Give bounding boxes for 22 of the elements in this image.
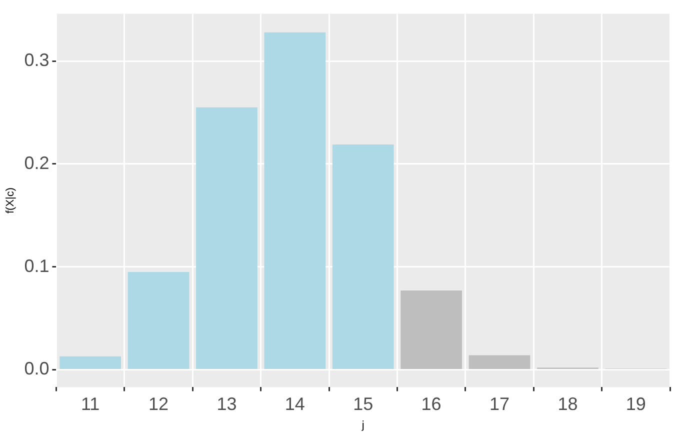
bar [128, 272, 190, 369]
x-tick-label: 15 [353, 394, 374, 414]
x-tick-label: 13 [216, 394, 237, 414]
y-tick-label: 0.1 [24, 256, 50, 276]
bar [400, 290, 462, 369]
x-tick-label: 12 [148, 394, 169, 414]
x-tick-label: 17 [489, 394, 510, 414]
bar [196, 107, 258, 369]
x-tick-label: 11 [80, 394, 100, 414]
x-tick-label: 19 [626, 394, 646, 414]
y-tick-label: 0.0 [24, 358, 50, 379]
bar [60, 356, 122, 369]
bar [332, 144, 394, 369]
y-axis-title: f(X|c) [4, 187, 17, 214]
bar [468, 355, 530, 369]
x-axis-title: j [360, 419, 364, 432]
x-tick-label: 16 [421, 394, 442, 414]
y-tick-label: 0.3 [24, 50, 50, 70]
x-tick-label: 18 [558, 394, 578, 414]
y-tick-label: 0.2 [24, 152, 50, 173]
bar [264, 32, 326, 369]
x-tick-label: 14 [284, 394, 305, 414]
